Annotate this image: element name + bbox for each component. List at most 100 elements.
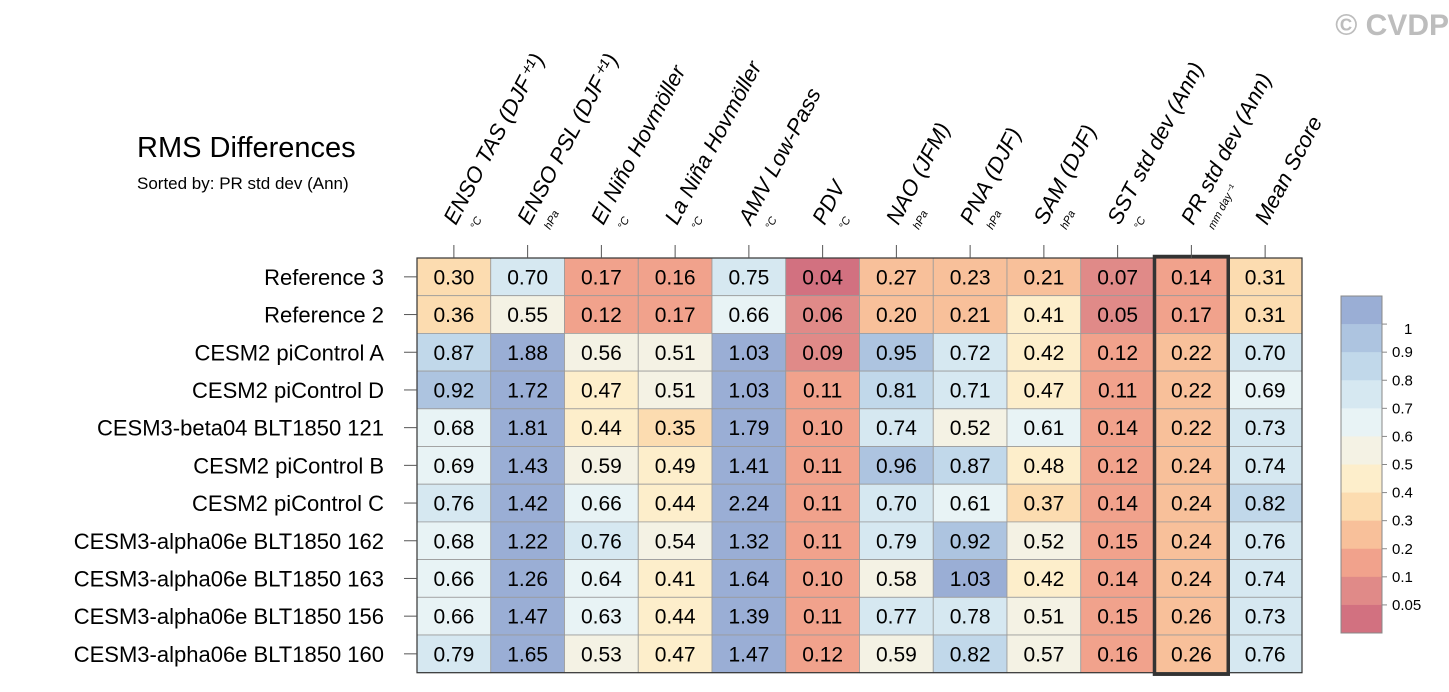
cell-value-label: 1.64 (728, 568, 769, 591)
cell-value-label: 0.11 (803, 606, 842, 629)
heatmap-cell (859, 332, 934, 372)
heatmap-cell (637, 332, 713, 372)
colorbar-segment (1341, 492, 1382, 522)
cell-value-label: 1.81 (507, 417, 548, 440)
column-unit-label: °C (763, 215, 779, 232)
heatmap-cell (1227, 634, 1303, 674)
colorbar-segment (1341, 436, 1382, 465)
cell-value-label: 0.24 (1171, 455, 1212, 478)
watermark: © CVDP (1335, 9, 1449, 42)
heatmap-cell (785, 370, 860, 410)
cell-value-label: 0.70 (507, 266, 548, 289)
heatmap-cell (785, 295, 860, 334)
heatmap-cell (490, 559, 565, 598)
heatmap-cell (1227, 483, 1303, 523)
heatmap-cell (1006, 370, 1082, 410)
colorbar-label: 0.5 (1392, 457, 1413, 474)
column-unit-label: °C (837, 215, 853, 232)
column-unit-label: °C (616, 215, 632, 232)
colorbar-segment (1341, 380, 1382, 409)
heatmap-cell (1006, 634, 1082, 674)
colorbar-label: 0.3 (1392, 513, 1413, 530)
cell-value-label: 0.10 (802, 417, 843, 440)
cell-value-label: 0.27 (876, 266, 917, 289)
cell-value-label: 0.24 (1171, 493, 1212, 516)
cell-value-label: 0.76 (1245, 530, 1286, 553)
cell-value-label: 0.70 (876, 493, 917, 516)
chart-subtitle: Sorted by: PR std dev (Ann) (137, 174, 349, 193)
row-label: CESM3-alpha06e BLT1850 162 (74, 529, 384, 554)
cell-value-label: 0.69 (1245, 379, 1286, 402)
row-label: CESM2 piControl C (192, 491, 384, 516)
cell-value-label: 1.39 (728, 606, 769, 629)
row-labels: Reference 3 Reference 2 CESM2 piControl A C… (74, 265, 417, 667)
heatmap-cell (1080, 634, 1155, 674)
colorbar-label: 0.6 (1392, 428, 1413, 445)
heatmap-cell (1080, 295, 1155, 334)
cell-value-label: 0.61 (1023, 417, 1064, 440)
heatmap-cell (785, 634, 860, 674)
cell-value-label: 2.24 (728, 493, 769, 516)
heatmap-cell (1227, 332, 1303, 372)
cell-value-label: 0.06 (802, 304, 843, 327)
heatmap-cell (490, 257, 565, 297)
cell-value-label: 0.41 (655, 568, 696, 591)
heatmap-cell (1154, 521, 1229, 561)
heatmap-cell (1006, 559, 1082, 598)
cell-value-label: 0.73 (1245, 417, 1286, 440)
heatmap-cell (711, 295, 787, 334)
row-label: CESM3-alpha06e BLT1850 163 (74, 566, 384, 591)
heatmap-cell (637, 370, 713, 410)
cell-value-label: 0.42 (1023, 342, 1064, 365)
row-label: CESM3-alpha06e BLT1850 156 (74, 604, 384, 629)
column-unit-label: °C (690, 215, 706, 232)
cell-value-label: 0.58 (876, 568, 917, 591)
cell-value-label: 0.07 (1097, 266, 1138, 289)
heatmap-cell (859, 295, 934, 334)
cell-value-label: 0.31 (1245, 266, 1286, 289)
heatmap-cell (785, 483, 860, 523)
cell-value-label: 0.11 (803, 455, 842, 478)
column-unit-label: hPa (911, 209, 931, 232)
heatmap-cell (416, 446, 492, 485)
row-label: CESM3-beta04 BLT1850 121 (97, 416, 384, 441)
heatmap-cell (1006, 295, 1082, 334)
colorbar-label: 0.8 (1392, 372, 1413, 389)
colorbar-segment (1341, 520, 1382, 550)
cell-value-label: 0.55 (507, 304, 548, 327)
cell-value-label: 0.41 (1023, 304, 1064, 327)
cell-value-label: 1.42 (507, 493, 548, 516)
cell-value-label: 0.47 (655, 643, 696, 666)
cell-value-label: 0.57 (1023, 643, 1064, 666)
colorbar-label: 0.9 (1392, 344, 1413, 361)
cell-value-label: 0.14 (1171, 266, 1212, 289)
cell-value-label: 0.76 (433, 493, 474, 516)
heatmap-cell (1154, 295, 1229, 334)
heatmap-cell (785, 446, 860, 485)
heatmap-cell (416, 521, 492, 561)
column-labels: ENSO TAS (DJF⁺¹)°C ENSO PSL (DJF⁺¹)hPa El … (438, 49, 1327, 258)
cell-value-label: 0.12 (1097, 455, 1138, 478)
cell-value-label: 0.26 (1171, 643, 1212, 666)
heatmap-cells: 0.30 0.70 0.17 0.16 0.75 0.04 0.27 0.23 0.21 0.07… (416, 254, 1303, 676)
cell-value-label: 0.11 (1098, 379, 1137, 402)
cell-value-label: 0.14 (1097, 417, 1138, 440)
heatmap-cell (637, 521, 713, 561)
cell-value-label: 0.16 (655, 266, 696, 289)
heatmap-cell (416, 370, 492, 410)
colorbar-segment (1341, 408, 1382, 437)
cell-value-label: 0.47 (581, 379, 622, 402)
row-label: CESM3-alpha06e BLT1850 160 (74, 642, 384, 667)
cell-value-label: 0.74 (876, 417, 917, 440)
cell-value-label: 0.42 (1023, 568, 1064, 591)
cell-value-label: 0.66 (728, 304, 769, 327)
cell-value-label: 0.44 (581, 417, 622, 440)
cell-value-label: 0.17 (581, 266, 622, 289)
colorbar-label: 0.7 (1392, 400, 1413, 417)
cell-value-label: 0.71 (950, 379, 991, 402)
cell-value-label: 0.96 (876, 455, 917, 478)
cell-value-label: 0.51 (655, 379, 696, 402)
cell-value-label: 0.09 (802, 342, 843, 365)
row-label: CESM2 piControl B (193, 453, 384, 478)
heatmap-cell (637, 483, 713, 523)
